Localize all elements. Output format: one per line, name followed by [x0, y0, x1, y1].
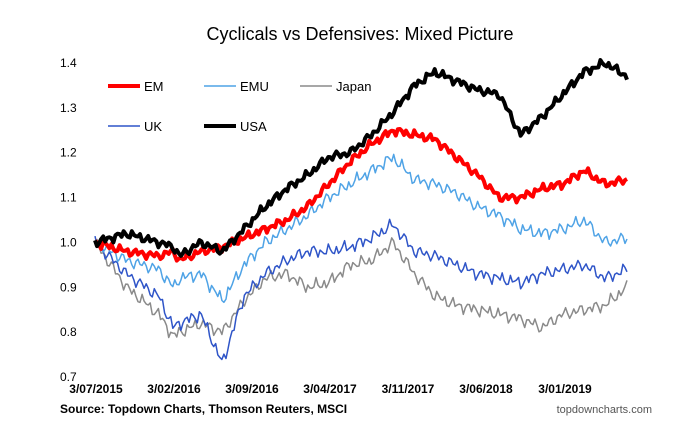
x-tick-label: 3/06/2018 [459, 382, 513, 396]
x-tick-label: 3/02/2016 [147, 382, 201, 396]
legend: EM EMU Japan UK USA [108, 79, 371, 134]
y-tick-label: 1.0 [60, 235, 77, 249]
y-tick-label: 1.4 [60, 56, 77, 70]
x-tick-label: 3/01/2019 [538, 382, 592, 396]
y-tick-label: 1.1 [60, 191, 77, 205]
y-tick-label: 0.8 [60, 325, 77, 339]
y-tick-label: 0.7 [60, 370, 77, 384]
legend-label-em: EM [144, 79, 164, 94]
series-line-em [93, 127, 628, 263]
legend-label-japan: Japan [336, 79, 371, 94]
x-axis: 3/07/2015 3/02/2016 3/09/2016 3/04/2017 3/11… [69, 382, 592, 396]
credit-note: topdowncharts.com [557, 404, 652, 416]
y-axis: 0.7 0.8 0.9 1.0 1.1 1.2 1.3 1.4 [60, 56, 77, 384]
x-tick-label: 3/07/2015 [69, 382, 123, 396]
x-tick-label: 3/09/2016 [225, 382, 279, 396]
series-line-uk [94, 218, 628, 361]
legend-label-emu: EMU [240, 79, 269, 94]
chart-title: Cyclicals vs Defensives: Mixed Picture [206, 24, 513, 44]
legend-label-usa: USA [240, 119, 267, 134]
y-tick-label: 1.2 [60, 146, 77, 160]
series-line-usa [93, 58, 629, 258]
series-line-japan [94, 237, 628, 339]
x-tick-label: 3/04/2017 [303, 382, 357, 396]
series-line-emu [94, 153, 628, 304]
legend-label-uk: UK [144, 119, 162, 134]
plot-area [93, 58, 629, 361]
x-tick-label: 3/11/2017 [382, 382, 435, 396]
y-tick-label: 0.9 [60, 280, 77, 294]
source-note: Source: Topdown Charts, Thomson Reuters,… [60, 402, 347, 416]
y-tick-label: 1.3 [60, 101, 77, 115]
